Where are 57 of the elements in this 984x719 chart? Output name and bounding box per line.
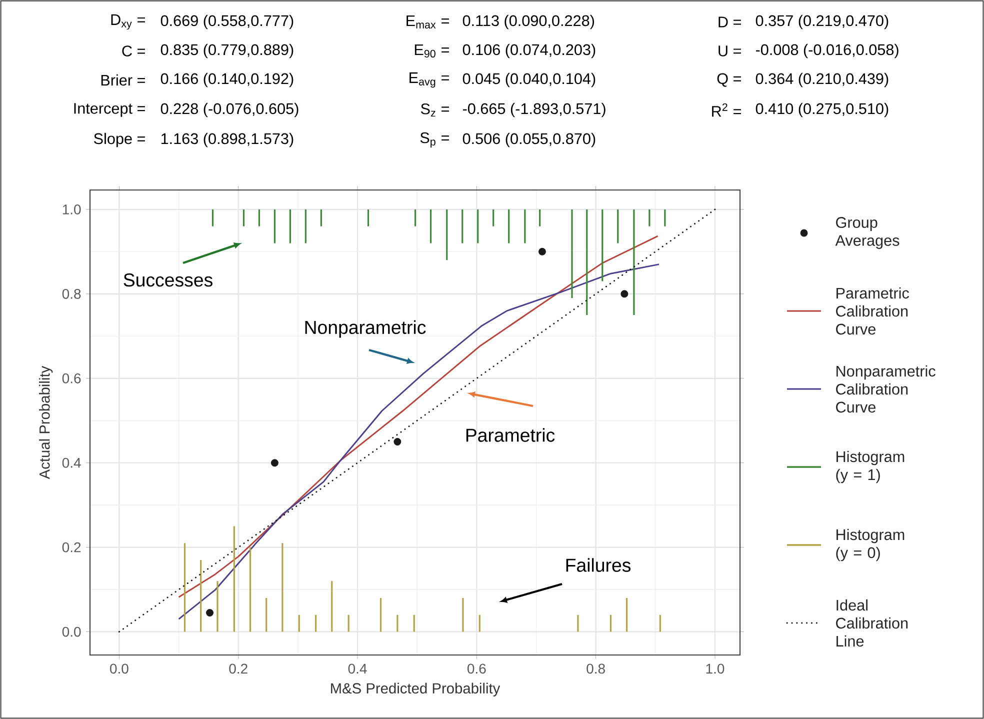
text: 0.364 (0.210,0.439) bbox=[756, 72, 888, 88]
text: 0.835 (0.779,0.889) bbox=[160, 44, 294, 58]
text: D$_{xy}$ = bbox=[111, 14, 145, 30]
annotation: Parametric bbox=[466, 428, 555, 442]
text: 0.113 (0.090,0.228) bbox=[462, 14, 594, 30]
text: 0.669 (0.558,0.777) bbox=[160, 14, 294, 30]
x-tick-label: 0.2 bbox=[229, 664, 248, 674]
x-tick-label: 0.4 bbox=[348, 664, 367, 674]
text: S$_{z}$ = bbox=[420, 103, 449, 117]
x-tick-label: 0.8 bbox=[586, 664, 605, 674]
annotation: Nonparametric bbox=[305, 320, 426, 338]
x-tick-label: 1.0 bbox=[706, 664, 724, 674]
text: U = bbox=[718, 46, 741, 56]
text: 0.166 (0.140,0.192) bbox=[160, 72, 294, 88]
y-tick-label: 0.8 bbox=[62, 288, 81, 299]
y-tick-label: 0.0 bbox=[62, 626, 81, 637]
text: 0.357 (0.219,0.470) bbox=[756, 14, 888, 30]
legend-label: Nonparametric Calibration Curve bbox=[836, 365, 936, 413]
text: Slope = bbox=[94, 132, 145, 148]
text: R$^{2}$ = bbox=[712, 103, 741, 117]
text: D = bbox=[718, 16, 741, 28]
legend-label: Ideal Calibration Line bbox=[836, 599, 908, 647]
y-tick-label: 0.2 bbox=[62, 542, 81, 552]
legend-label: Parametric Calibration Curve bbox=[836, 287, 909, 335]
legend-label: Histogram (y = 0) bbox=[836, 528, 904, 562]
text: Intercept = bbox=[74, 103, 145, 117]
legend-label: Group Averages bbox=[835, 217, 900, 249]
text: 0.506 (0.055,0.870) bbox=[462, 132, 596, 148]
legend-label: Histogram (y = 1) bbox=[836, 450, 904, 484]
text: E$_{max}$ = bbox=[406, 15, 449, 29]
y-tick-label: 1.0 bbox=[62, 204, 81, 214]
annotation: Successes bbox=[124, 273, 212, 287]
text: E$_{90}$ = bbox=[414, 44, 449, 58]
text: -0.665 (-1.893,0.571) bbox=[462, 102, 606, 118]
text: Q = bbox=[717, 73, 741, 87]
point bbox=[270, 459, 278, 467]
text: E$_{avg}$ = bbox=[410, 72, 449, 88]
text: 0.410 (0.275,0.510) bbox=[756, 102, 888, 118]
y-axis-title: Actual Probability bbox=[39, 366, 53, 480]
text: Brier = bbox=[101, 74, 145, 86]
text: 0.106 (0.074,0.203) bbox=[462, 44, 596, 58]
point bbox=[394, 438, 402, 446]
annotation: Failures bbox=[566, 558, 631, 572]
point bbox=[206, 609, 214, 617]
text: 0.228 (-0.076,0.605) bbox=[160, 102, 298, 118]
point bbox=[538, 248, 546, 256]
x-tick-label: 0.0 bbox=[110, 664, 128, 674]
text: 0.045 (0.040,0.104) bbox=[462, 72, 596, 88]
y-tick-label: 0.6 bbox=[62, 373, 81, 384]
y-tick-label: 0.4 bbox=[62, 458, 81, 468]
text: S$_{p}$ = bbox=[420, 132, 449, 148]
x-tick-label: 0.6 bbox=[467, 664, 486, 674]
point bbox=[620, 290, 628, 298]
text: 1.163 (0.898,1.573) bbox=[161, 132, 294, 148]
text: C = bbox=[122, 46, 145, 56]
x-axis-title: M&S Predicted Probability bbox=[331, 682, 500, 696]
text: -0.008 (-0.016,0.058) bbox=[756, 44, 898, 58]
